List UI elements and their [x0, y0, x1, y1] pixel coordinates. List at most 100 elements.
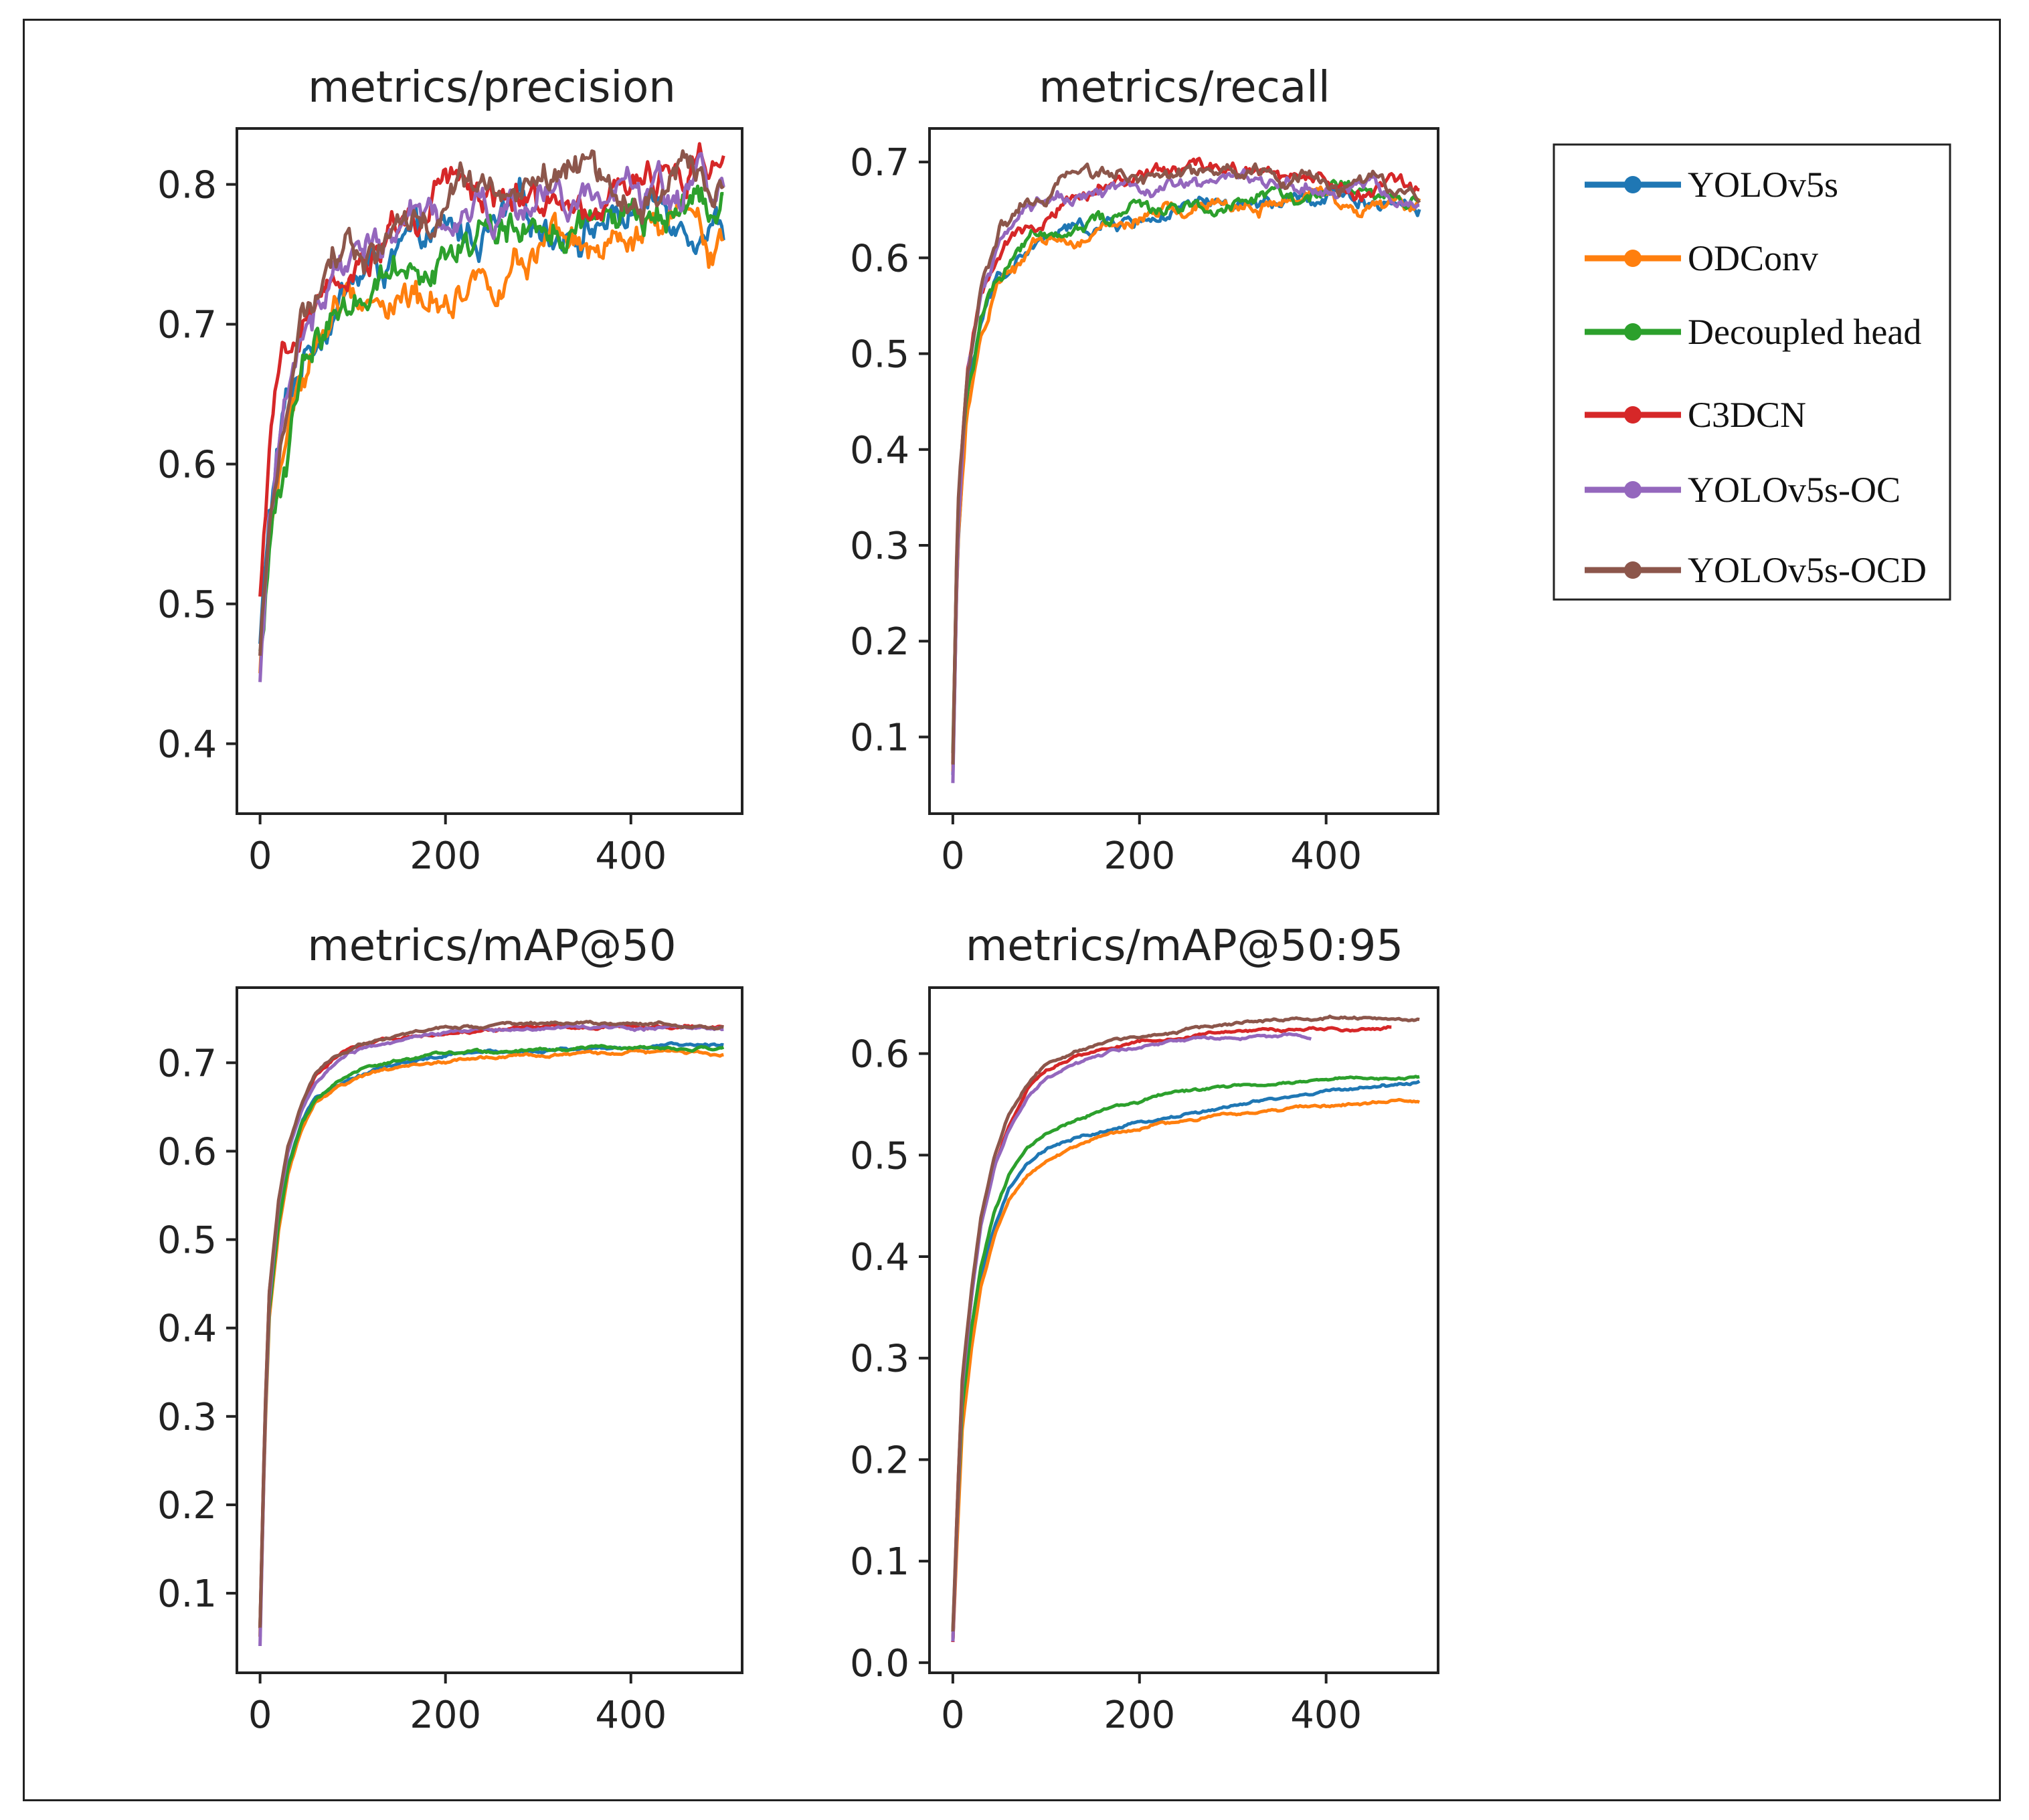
precision-chart: metrics/precision 0 200 400 0.4 0.5 0.6 0.7 0.8: [157, 63, 743, 878]
legend-label: C3DCN: [1688, 395, 1806, 435]
map50-95-chart: metrics/mAP@50:95 0 200 400 0.0 0.1 0.2 0.3 0.4…: [850, 921, 1439, 1737]
map50-ytick-label: 0.3: [157, 1396, 217, 1439]
map50-axes-box: [236, 986, 743, 1674]
legend-items: YOLOv5s ODConv Decoupled head C3DCN YOLOv5s-…: [1585, 165, 1927, 590]
legend-swatch-marker: [1624, 250, 1642, 267]
precision-ytick-label: 0.5: [157, 583, 217, 627]
recall-ytick-label: 0.7: [850, 141, 909, 185]
legend-item-decoupled-head: Decoupled head: [1585, 312, 1921, 352]
legend: YOLOv5s ODConv Decoupled head C3DCN YOLOv5s-…: [1553, 143, 1951, 601]
legend-label: YOLOv5s-OC: [1688, 470, 1901, 510]
legend-swatch-marker: [1624, 323, 1642, 341]
recall-ytick-label: 0.4: [850, 429, 909, 472]
legend-item-odconv: ODConv: [1585, 238, 1818, 278]
map50-95-axes-box: [928, 986, 1439, 1674]
precision-line-yolov5s-oc: [258, 152, 725, 682]
map50-95-ytick-label: 0.0: [850, 1642, 909, 1686]
map50-line-decoupled-head: [258, 1044, 725, 1629]
legend-item-yolov5s: YOLOv5s: [1585, 165, 1838, 205]
map50-95-line-yolov5s-ocd: [951, 1014, 1420, 1632]
precision-ytick-label: 0.4: [157, 723, 217, 767]
map50-95-ytick-label: 0.4: [850, 1236, 909, 1279]
map50-95-xtick-label: 0: [941, 1694, 965, 1737]
precision-line-yolov5s-ocd: [258, 149, 725, 656]
legend-item-yolov5s-ocd: YOLOv5s-OCD: [1585, 550, 1927, 590]
legend-label: Decoupled head: [1688, 312, 1921, 352]
legend-item-yolov5s-oc: YOLOv5s-OC: [1585, 470, 1901, 510]
map50-95-ticks: 0 200 400 0.0 0.1 0.2 0.3 0.4 0.5 0.6: [850, 1033, 1362, 1737]
recall-axes-box: [928, 127, 1439, 815]
precision-xtick-label: 400: [595, 834, 667, 878]
map50-95-series-lines: [951, 1014, 1421, 1643]
recall-xtick-label: 0: [941, 834, 965, 878]
recall-line-yolov5s: [951, 187, 1421, 776]
map50-xtick-label: 400: [595, 1694, 667, 1737]
map50-95-line-decoupled-head: [951, 1075, 1420, 1632]
recall-ticks: 0 200 400 0.1 0.2 0.3 0.4 0.5 0.6 0.7: [850, 141, 1362, 878]
precision-xtick-label: 200: [410, 834, 481, 878]
figure-frame: [23, 19, 2001, 1801]
legend-label: YOLOv5s-OCD: [1688, 550, 1927, 590]
map50-95-ytick-label: 0.6: [850, 1033, 909, 1077]
recall-line-decoupled-head: [951, 179, 1421, 753]
map50-line-yolov5s-ocd: [258, 1020, 724, 1628]
recall-series-lines: [951, 157, 1421, 784]
map50-95-line-yolov5s-oc: [951, 1032, 1312, 1642]
recall-xtick-label: 400: [1290, 834, 1362, 878]
map50-95-line-odconv: [951, 1097, 1421, 1642]
precision-xtick-label: 0: [248, 834, 272, 878]
legend-swatch-marker: [1624, 561, 1642, 579]
map50-95-ytick-label: 0.2: [850, 1439, 909, 1482]
precision-line-decoupled-head: [258, 184, 724, 652]
recall-ytick-label: 0.6: [850, 237, 909, 280]
precision-line-yolov5s: [258, 177, 725, 644]
legend-label: ODConv: [1688, 238, 1818, 278]
precision-line-c3dcn: [258, 142, 725, 597]
map50-line-yolov5s: [258, 1041, 724, 1637]
map50-ytick-label: 0.2: [157, 1484, 217, 1528]
map50-ticks: 0 200 400 0.1 0.2 0.3 0.4 0.5 0.6 0.7: [157, 1042, 667, 1737]
map50-chart-title: metrics/mAP@50: [307, 921, 676, 971]
map50-xtick-label: 0: [248, 1694, 272, 1737]
map50-95-xtick-label: 200: [1104, 1694, 1175, 1737]
map50-line-odconv: [258, 1048, 724, 1637]
map50-chart: metrics/mAP@50 0 200 400 0.1 0.2 0.3 0.4 0.5 0.6…: [157, 921, 743, 1737]
recall-ytick-label: 0.2: [850, 620, 909, 664]
recall-ytick-label: 0.1: [850, 716, 909, 759]
legend-box: [1553, 143, 1951, 601]
legend-swatch-marker: [1624, 481, 1642, 498]
legend-item-c3dcn: C3DCN: [1585, 395, 1806, 435]
recall-ytick-label: 0.3: [850, 525, 909, 568]
recall-line-yolov5s-ocd: [951, 162, 1421, 765]
recall-ytick-label: 0.5: [850, 333, 909, 377]
recall-chart: metrics/recall 0 200 400 0.1 0.2 0.3 0.4 0.5 0.6…: [850, 63, 1439, 878]
recall-chart-title: metrics/recall: [1039, 63, 1330, 112]
map50-line-c3dcn: [258, 1022, 724, 1629]
recall-line-c3dcn: [951, 157, 1420, 763]
precision-axes-box: [236, 127, 743, 815]
map50-ytick-label: 0.7: [157, 1042, 217, 1085]
map50-series-lines: [258, 1020, 725, 1647]
legend-swatch-marker: [1624, 176, 1642, 193]
recall-line-odconv: [951, 185, 1421, 772]
map50-95-xtick-label: 400: [1290, 1694, 1362, 1737]
map50-line-yolov5s-oc: [258, 1024, 724, 1647]
legend-swatch-marker: [1624, 406, 1642, 424]
map50-ytick-label: 0.4: [157, 1307, 217, 1351]
precision-chart-title: metrics/precision: [308, 63, 676, 112]
recall-xtick-label: 200: [1104, 834, 1175, 878]
precision-ticks: 0 200 400 0.4 0.5 0.6 0.7 0.8: [157, 164, 667, 878]
map50-95-line-yolov5s: [951, 1079, 1421, 1642]
map50-95-line-c3dcn: [951, 1025, 1392, 1643]
precision-ytick-label: 0.8: [157, 164, 217, 207]
map50-95-ytick-label: 0.1: [850, 1540, 909, 1584]
map50-95-ytick-label: 0.3: [850, 1338, 909, 1381]
precision-ytick-label: 0.6: [157, 444, 217, 487]
map50-95-ytick-label: 0.5: [850, 1134, 909, 1178]
map50-xtick-label: 200: [410, 1694, 481, 1737]
precision-series-lines: [258, 142, 725, 682]
map50-ytick-label: 0.5: [157, 1219, 217, 1263]
map50-ytick-label: 0.6: [157, 1130, 217, 1174]
precision-ytick-label: 0.7: [157, 304, 217, 347]
